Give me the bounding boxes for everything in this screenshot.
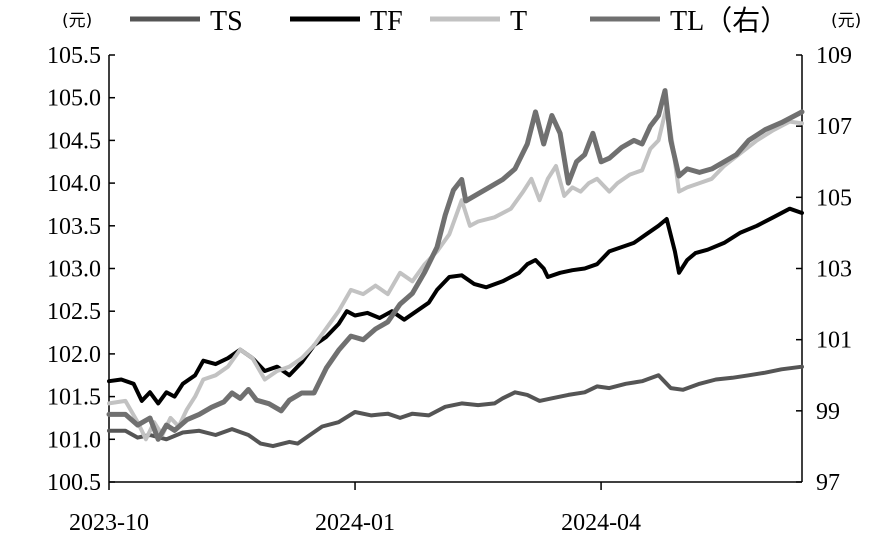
left-tick-label: 100.5	[47, 470, 101, 496]
right-tick-label: 97	[816, 470, 840, 496]
left-y-axis: 100.5 101.0 101.5 102.0 102.5 103.0 103.5 104.0…	[47, 11, 115, 496]
left-tick-label: 104.0	[47, 171, 101, 197]
right-tick-label: 99	[816, 399, 840, 425]
left-tick-label: 102.5	[47, 299, 101, 325]
left-tick-label: 103.5	[47, 214, 101, 240]
right-tick-label: 107	[816, 114, 852, 140]
legend-label: TS	[210, 6, 243, 37]
right-tick-label: 109	[816, 43, 852, 69]
series-group	[106, 88, 805, 449]
legend-label: TF	[370, 6, 403, 37]
series-line-4	[106, 88, 805, 442]
series-line-3	[107, 104, 804, 442]
legend-label: TL（右）	[670, 5, 788, 37]
legend-label: T	[510, 6, 527, 37]
left-tick-label: 104.5	[47, 128, 101, 154]
right-y-axis: 97 99 101 103 105 107 109 (元)	[796, 11, 861, 496]
left-tick-label: 102.0	[47, 342, 101, 368]
x-tick-label: 2024-04	[561, 510, 641, 536]
right-tick-label: 101	[816, 328, 852, 354]
left-unit-label: (元)	[62, 11, 92, 31]
left-tick-label: 101.5	[47, 385, 101, 411]
left-tick-label: 103.0	[47, 257, 101, 283]
right-tick-label: 105	[816, 185, 852, 211]
series-line-2	[107, 206, 804, 406]
x-tick-label: 2023-10	[69, 510, 149, 536]
left-tick-label: 105.5	[47, 43, 101, 69]
legend: TS TF T TL（右）	[130, 5, 788, 37]
right-tick-label: 103	[816, 257, 852, 283]
left-tick-label: 105.0	[47, 86, 101, 112]
x-axis: 2023-10 2024-01 2024-04	[69, 481, 802, 536]
left-tick-label: 101.0	[47, 427, 101, 453]
x-tick-label: 2024-01	[315, 510, 395, 536]
series-line-1	[107, 364, 804, 449]
right-unit-label: (元)	[831, 11, 861, 31]
